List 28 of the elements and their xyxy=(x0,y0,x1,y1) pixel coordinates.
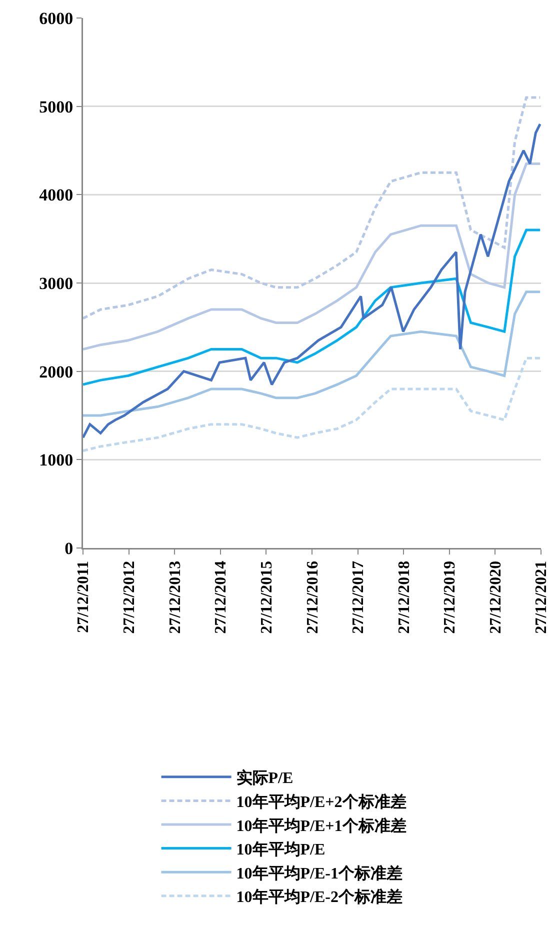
line-series xyxy=(83,356,541,452)
x-tick-label: 27/12/2021 xyxy=(533,560,550,634)
legend-label: 10年平均P/E-1个标准差 xyxy=(236,864,402,882)
x-tick-label: 27/12/2017 xyxy=(350,560,368,634)
y-tick-label: 3000 xyxy=(39,274,74,293)
x-tick-label: 27/12/2015 xyxy=(258,560,276,634)
x-tick-label: 27/12/2019 xyxy=(442,560,459,634)
x-tick-label: 27/12/2012 xyxy=(121,560,138,634)
line-series xyxy=(83,228,541,386)
x-tick-label: 27/12/2013 xyxy=(166,560,184,634)
x-tick-label: 27/12/2016 xyxy=(304,560,322,634)
legend-label: 10年平均P/E+2个标准差 xyxy=(236,792,406,811)
y-tick-label: 4000 xyxy=(39,186,74,205)
legend-label: 实际P/E xyxy=(236,769,294,788)
x-tick-label: 27/12/2018 xyxy=(396,560,413,634)
y-tick-label: 5000 xyxy=(39,97,74,116)
x-tick-label: 27/12/2011 xyxy=(75,560,92,633)
line-series xyxy=(83,122,541,439)
legend-label: 10年平均P/E xyxy=(236,840,326,859)
y-tick-label: 6000 xyxy=(39,8,74,28)
x-tick-label: 27/12/2014 xyxy=(212,560,230,634)
y-tick-label: 2000 xyxy=(39,362,74,382)
legend-label: 10年平均P/E+1个标准差 xyxy=(236,816,406,835)
y-tick-label: 1000 xyxy=(39,450,74,470)
line-series xyxy=(83,290,541,417)
x-tick-label: 27/12/2020 xyxy=(487,560,504,634)
y-tick-label: 0 xyxy=(64,538,74,558)
legend-label: 10年平均P/E-2个标准差 xyxy=(236,888,402,906)
